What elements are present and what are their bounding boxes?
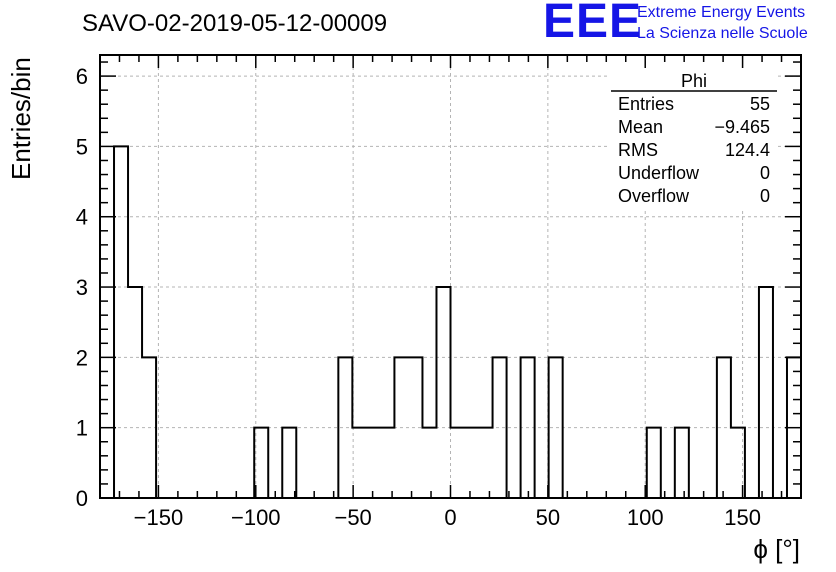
histogram-bin (521, 357, 535, 498)
histogram-bin (366, 428, 380, 498)
histogram-bin (338, 357, 352, 498)
histogram-bin (352, 428, 366, 498)
x-tick-label: 150 (724, 505, 761, 530)
stats-row-label: Underflow (618, 163, 700, 183)
histogram-bin (675, 428, 689, 498)
y-axis-ticks (100, 61, 801, 499)
histogram-bin (282, 428, 296, 498)
histogram-bin (422, 428, 436, 498)
histogram-bin (787, 357, 801, 498)
histogram-bin (731, 428, 745, 498)
histogram-bin (408, 357, 422, 498)
x-axis-label: ϕ [°] (753, 534, 800, 564)
histogram-bin (493, 357, 507, 498)
histogram-bin (451, 428, 465, 498)
histogram-bin (436, 287, 450, 498)
histogram-bin (114, 146, 128, 498)
y-tick-label: 5 (76, 134, 88, 159)
histogram-bin (142, 357, 156, 498)
histogram-bin (465, 428, 479, 498)
x-axis-ticks (118, 55, 783, 498)
stats-row-value: 0 (760, 163, 770, 183)
y-axis-tick-labels: 0 1 2 3 4 5 6 (76, 64, 88, 511)
stats-row-label: RMS (618, 140, 658, 160)
y-axis-label: Entries/bin (6, 57, 36, 180)
histogram-bin (394, 357, 408, 498)
stats-row-value: 124.4 (725, 140, 770, 160)
histogram-bin (549, 357, 563, 498)
y-tick-label: 4 (76, 205, 88, 230)
stats-box: Phi Entries 55 Mean −9.465 RMS 124.4 Underflow… (609, 68, 778, 208)
stats-row-value: 0 (760, 186, 770, 206)
stats-row-label: Mean (618, 117, 663, 137)
y-tick-label: 3 (76, 275, 88, 300)
stats-title: Phi (681, 71, 707, 91)
stats-row-label: Overflow (618, 186, 690, 206)
y-tick-label: 6 (76, 64, 88, 89)
y-tick-label: 0 (76, 486, 88, 511)
logo-line-2: La Scienza nelle Scuole (637, 25, 808, 42)
x-tick-label: 50 (536, 505, 560, 530)
stats-row-value: 55 (750, 94, 770, 114)
histogram-bin (479, 428, 493, 498)
x-tick-label: 0 (444, 505, 456, 530)
histogram-bin (759, 287, 773, 498)
stats-row-label: Entries (618, 94, 674, 114)
histogram-bin (254, 428, 268, 498)
x-tick-label: 100 (627, 505, 664, 530)
chart-title: SAVO-02-2019-05-12-00009 (82, 10, 388, 37)
stats-row-value: −9.465 (714, 117, 770, 137)
y-tick-label: 1 (76, 416, 88, 441)
x-tick-label: −100 (231, 505, 281, 530)
histogram-bin (647, 428, 661, 498)
histogram-bin (128, 287, 142, 498)
histogram-bin (380, 428, 394, 498)
logo-line-1: Extreme Energy Events (637, 4, 806, 21)
y-tick-label: 2 (76, 345, 88, 370)
histogram-bin (717, 357, 731, 498)
x-tick-label: −50 (334, 505, 371, 530)
x-tick-label: −150 (134, 505, 184, 530)
eee-logo: EEE (543, 0, 643, 48)
x-axis-tick-labels: −150 −100 −50 0 50 100 150 (134, 505, 761, 530)
